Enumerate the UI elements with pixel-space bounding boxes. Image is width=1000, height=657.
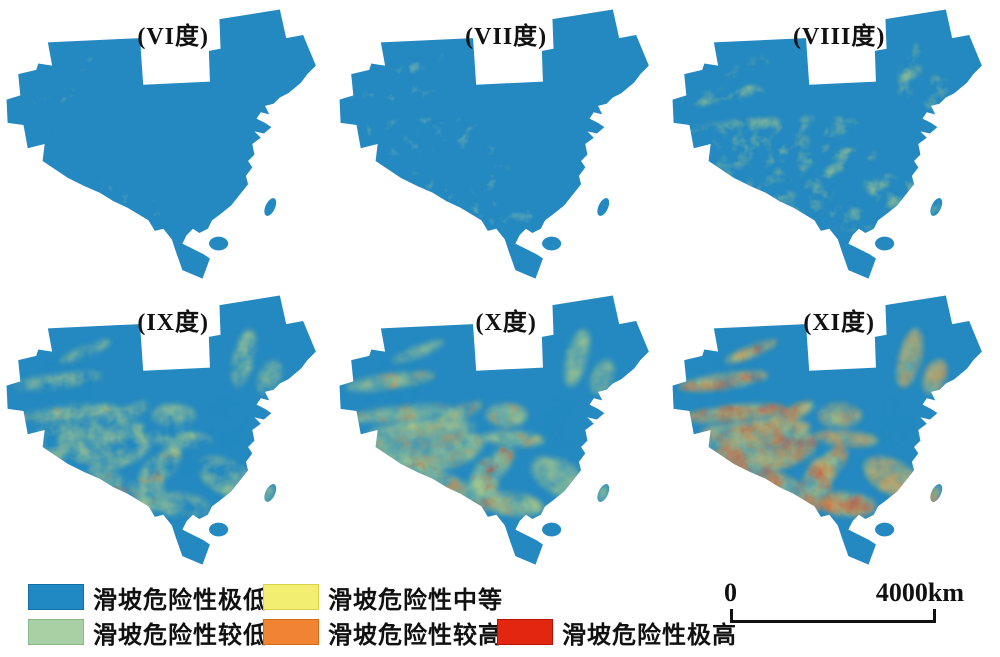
legend-item-very-high: 滑坡危险性极高	[497, 618, 737, 649]
scale-bar-end: 4000km	[875, 578, 964, 607]
scale-bar-bracket	[730, 609, 936, 623]
map-panel-viii: (VIII度)	[666, 0, 999, 286]
legend-item-medium: 滑坡危险性中等	[263, 583, 503, 614]
legend-swatch-medium	[263, 584, 319, 610]
panel-label-vi: (VI度)	[137, 24, 209, 50]
legend-item-low: 滑坡危险性较低	[28, 618, 268, 649]
panel-label-xi: (XI度)	[803, 310, 875, 336]
map-grid: (VI度) (VII度) (VIII度)	[0, 0, 999, 572]
legend-swatch-very-low	[28, 584, 84, 610]
map-panel-x: (X度)	[333, 286, 666, 572]
panel-label-x: (X度)	[475, 310, 537, 336]
map-panel-xi: (XI度)	[666, 286, 999, 572]
legend-item-very-low: 滑坡危险性极低	[28, 583, 268, 614]
legend-label-high: 滑坡危险性较高	[328, 622, 503, 649]
panel-label-vii: (VII度)	[465, 24, 548, 50]
map-panel-vi: (VI度)	[0, 0, 333, 286]
legend-swatch-high	[263, 619, 319, 645]
scale-bar-numbers: 0 4000km	[718, 580, 964, 606]
scale-bar: 0 4000km	[718, 580, 964, 623]
legend-label-medium: 滑坡危险性中等	[328, 587, 503, 614]
legend-label-low: 滑坡危险性较低	[93, 622, 268, 649]
legend-swatch-very-high	[497, 619, 553, 645]
legend-item-high: 滑坡危险性较高	[263, 618, 503, 649]
panel-label-viii: (VIII度)	[792, 24, 886, 50]
legend-swatch-low	[28, 619, 84, 645]
map-panel-ix: (IX度)	[0, 286, 333, 572]
legend-label-very-low: 滑坡危险性极低	[93, 587, 268, 614]
legend-label-very-high: 滑坡危险性极高	[562, 622, 737, 649]
scale-bar-start: 0	[724, 578, 737, 607]
panel-label-ix: (IX度)	[137, 310, 209, 336]
map-panel-vii: (VII度)	[333, 0, 666, 286]
